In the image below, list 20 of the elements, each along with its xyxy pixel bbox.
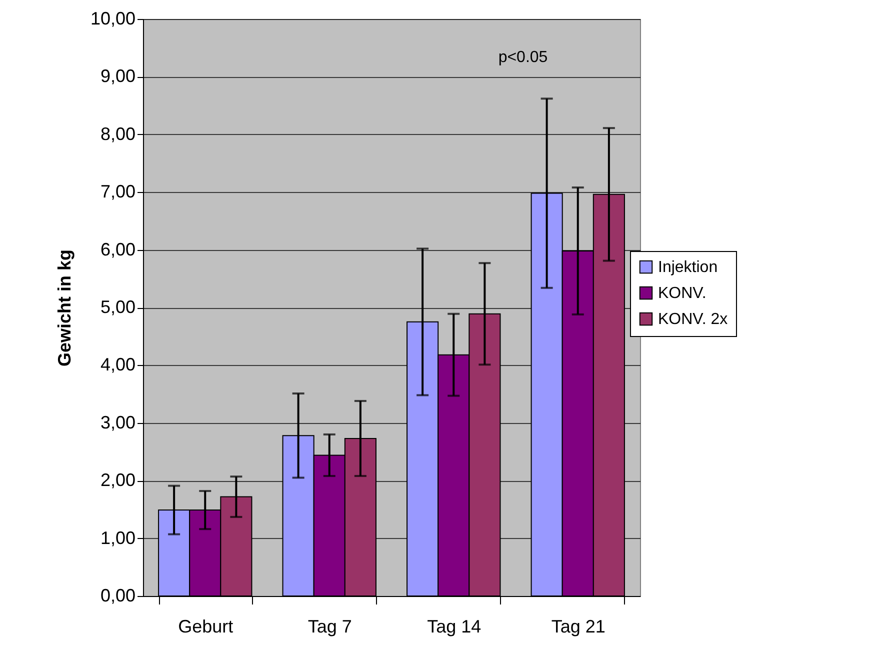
y-tick-label: 3,00: [100, 412, 136, 432]
x-tick-label: Tag 21: [551, 616, 606, 636]
annotation: p<0.05: [498, 49, 548, 66]
y-tick-label: 2,00: [100, 470, 136, 490]
x-tick-label: Tag 7: [308, 616, 352, 636]
legend-label: KONV. 2x: [658, 311, 728, 328]
y-tick-label: 10,00: [90, 8, 136, 28]
y-tick-label: 4,00: [100, 354, 136, 375]
y-tick-label: 9,00: [100, 66, 136, 86]
y-tick-label: 0,00: [100, 586, 136, 606]
y-axis-title: Gewicht in kg: [54, 249, 74, 367]
legend-label: KONV.: [658, 285, 706, 302]
y-tick-label: 8,00: [100, 124, 136, 144]
y-tick-label: 5,00: [100, 297, 136, 317]
y-tick-label: 7,00: [100, 182, 136, 202]
x-tick-label: Tag 14: [427, 616, 482, 636]
x-tick-label: Geburt: [178, 616, 234, 636]
y-tick-label: 1,00: [100, 528, 136, 548]
legend-label: Injektion: [658, 259, 718, 276]
y-tick-label: 6,00: [100, 239, 136, 260]
